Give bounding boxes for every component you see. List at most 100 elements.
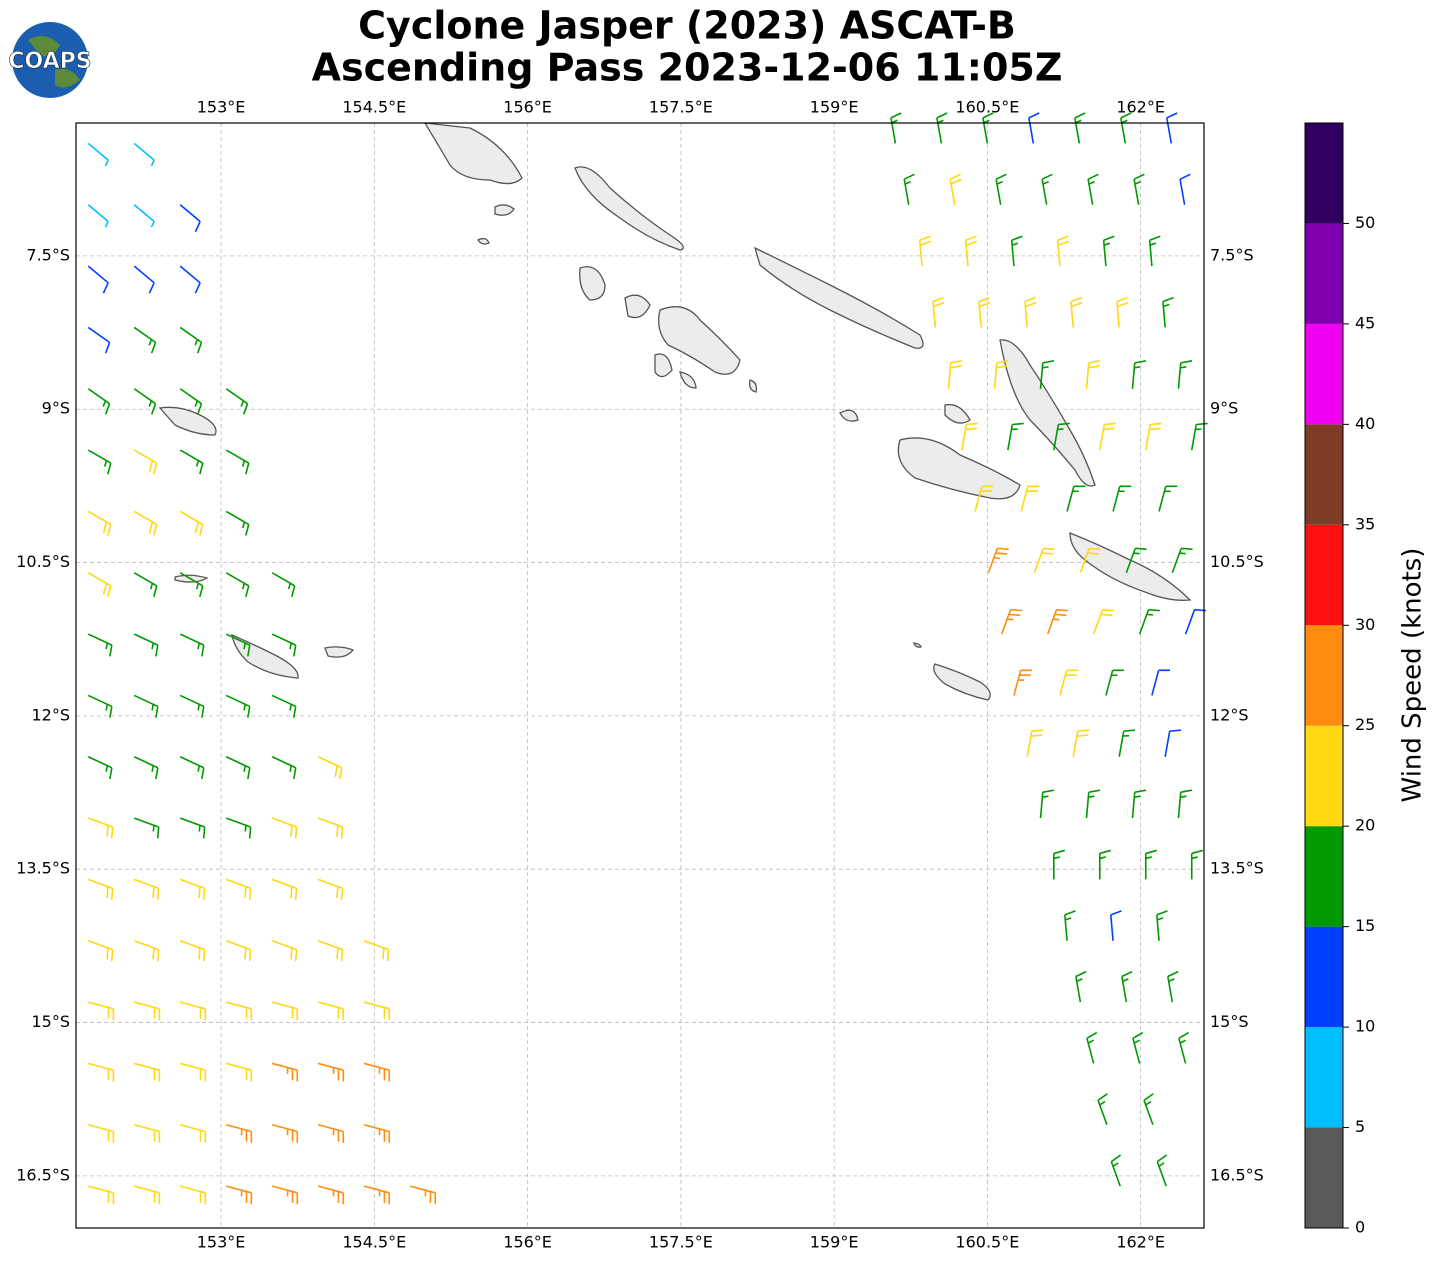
wind-barb bbox=[1138, 608, 1160, 635]
wind-barb bbox=[87, 326, 111, 354]
wind-barb bbox=[363, 1123, 391, 1143]
wind-barb bbox=[317, 1123, 345, 1143]
island bbox=[158, 406, 217, 436]
colorbar-tick-label: 30 bbox=[1355, 615, 1375, 634]
colorbar-tick-label: 50 bbox=[1355, 213, 1375, 232]
wind-barb bbox=[1085, 360, 1101, 389]
wind-barb bbox=[225, 940, 252, 962]
wind-barb bbox=[134, 1062, 161, 1082]
wind-barb bbox=[1072, 729, 1090, 757]
wind-barb bbox=[1039, 789, 1055, 819]
island bbox=[231, 633, 299, 679]
wind-barb bbox=[179, 510, 204, 536]
x-tick-label: 157.5°E bbox=[649, 1233, 713, 1252]
y-tick-label: 10.5°S bbox=[16, 552, 70, 571]
wind-barb bbox=[133, 633, 159, 657]
island bbox=[494, 204, 515, 216]
wind-barb bbox=[179, 940, 206, 962]
wind-barb bbox=[179, 572, 204, 597]
y-tick-label: 16.5°S bbox=[1210, 1165, 1264, 1184]
wind-barb bbox=[133, 326, 157, 354]
wind-barb bbox=[936, 112, 948, 144]
wind-barb bbox=[271, 572, 296, 597]
wind-barb bbox=[87, 510, 112, 536]
wind-barb bbox=[1132, 1031, 1144, 1064]
island bbox=[679, 371, 697, 389]
wind-barb bbox=[932, 296, 945, 328]
wind-barb bbox=[180, 1123, 207, 1143]
wind-barb bbox=[179, 694, 205, 718]
y-tick-label: 12°S bbox=[1210, 705, 1249, 724]
wind-barb bbox=[133, 204, 155, 228]
x-tick-label: 153°E bbox=[197, 98, 246, 117]
wind-barb bbox=[271, 940, 298, 962]
island bbox=[657, 306, 741, 375]
wind-barb bbox=[271, 1185, 299, 1205]
colorbar-tick-label: 40 bbox=[1355, 414, 1375, 433]
island bbox=[897, 437, 1021, 500]
wind-barb bbox=[317, 817, 344, 839]
wind-barb bbox=[317, 1062, 345, 1082]
wind-barb bbox=[271, 817, 298, 839]
wind-barb bbox=[225, 694, 251, 718]
colorbar-segment bbox=[1305, 725, 1343, 827]
wind-barb bbox=[225, 817, 252, 839]
wind-barb bbox=[1190, 849, 1203, 880]
wind-barb bbox=[1156, 1154, 1168, 1187]
y-tick-label: 7.5°S bbox=[26, 245, 70, 264]
wind-barb bbox=[133, 449, 158, 475]
wind-barb bbox=[179, 449, 204, 475]
wind-barb bbox=[1041, 173, 1053, 205]
wind-barb bbox=[1098, 849, 1111, 880]
wind-barb bbox=[225, 1062, 253, 1082]
wind-barb bbox=[225, 510, 250, 536]
island bbox=[748, 379, 758, 393]
wind-barb bbox=[363, 1001, 391, 1021]
wind-barb bbox=[225, 878, 252, 900]
wind-barb bbox=[134, 1123, 161, 1143]
x-tick-label: 154.5°E bbox=[342, 1233, 406, 1252]
logo: COAPS bbox=[8, 22, 92, 98]
wind-barb bbox=[317, 878, 344, 900]
wind-barb bbox=[1064, 910, 1076, 941]
wind-barb bbox=[949, 173, 962, 205]
wind-barb bbox=[1125, 547, 1147, 574]
wind-barb bbox=[993, 360, 1009, 389]
x-tick-label: 160.5°E bbox=[955, 98, 1019, 117]
wind-barb bbox=[133, 265, 155, 294]
x-tick-label: 159°E bbox=[810, 1233, 859, 1252]
wind-barb bbox=[87, 878, 114, 900]
wind-barb bbox=[363, 940, 390, 962]
wind-barb bbox=[1020, 485, 1040, 512]
wind-barb bbox=[1039, 360, 1055, 389]
wind-barb bbox=[1148, 235, 1161, 267]
wind-barb bbox=[1070, 296, 1083, 328]
wind-barb bbox=[180, 1062, 207, 1082]
island bbox=[574, 166, 684, 251]
wind-barb bbox=[1028, 112, 1040, 144]
wind-barb bbox=[179, 878, 206, 900]
x-tick-label: 156°E bbox=[503, 1233, 552, 1252]
wind-barb bbox=[88, 1123, 115, 1143]
wind-barb bbox=[225, 388, 249, 415]
wind-barb bbox=[87, 265, 109, 294]
colorbar-tick-label: 5 bbox=[1355, 1117, 1365, 1136]
island bbox=[913, 642, 922, 648]
wind-barb bbox=[1118, 729, 1136, 757]
wind-barb bbox=[890, 112, 902, 144]
wind-barb bbox=[271, 756, 297, 780]
colorbar-tick-label: 15 bbox=[1355, 916, 1375, 935]
wind-barb bbox=[918, 235, 932, 267]
wind-barb bbox=[179, 265, 201, 294]
x-tick-label: 159°E bbox=[810, 98, 859, 117]
wind-barb bbox=[1105, 669, 1125, 696]
wind-barb bbox=[1143, 1093, 1154, 1126]
x-tick-label: 157.5°E bbox=[649, 98, 713, 117]
wind-barb bbox=[1110, 910, 1122, 941]
wind-barb bbox=[179, 326, 203, 354]
wind-barb bbox=[87, 142, 109, 167]
wind-barb bbox=[225, 633, 251, 657]
wind-barb bbox=[1066, 485, 1086, 512]
wind-barb bbox=[179, 633, 205, 657]
wind-barb bbox=[271, 1001, 299, 1021]
